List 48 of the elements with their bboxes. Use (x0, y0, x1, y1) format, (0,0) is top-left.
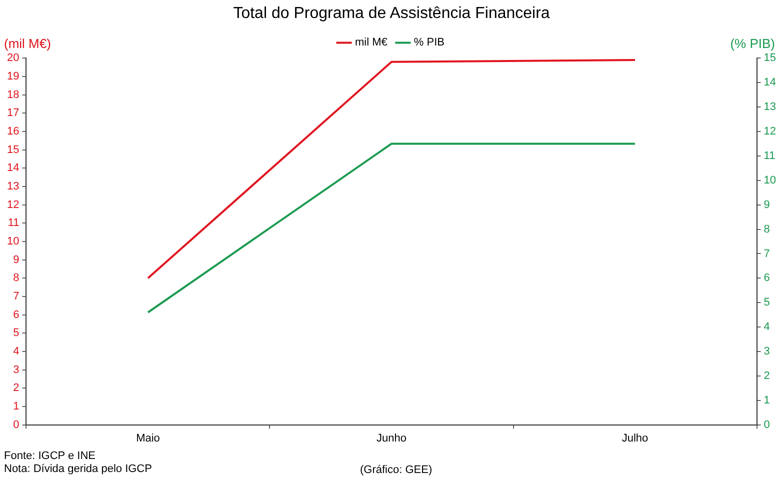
y2-tick-label: 2 (764, 370, 770, 382)
y-tick-label: 6 (13, 308, 20, 321)
y2-tick-label: 6 (764, 272, 770, 284)
text: (Gráfico: GEE) (360, 464, 432, 476)
y2-tick-label: 7 (764, 248, 770, 260)
y-tick-label: 2 (13, 382, 20, 394)
y-tick-label: 16 (6, 126, 20, 138)
y-tick-label: 0 (13, 418, 20, 431)
y-tick-label: 18 (6, 88, 20, 101)
y2-tick-label: 13 (764, 101, 776, 114)
text: Nota: Dívida gerida pelo IGCP (4, 463, 152, 475)
legend-label: mil M€ (355, 36, 388, 49)
y2-tick-label: 12 (764, 126, 776, 138)
legend-label: % PIB (414, 36, 444, 49)
y2-tick-label: 4 (764, 321, 770, 334)
y2-tick-label: 14 (764, 76, 776, 89)
y-tick-label: 8 (13, 272, 20, 284)
y2-tick-label: 9 (764, 198, 770, 211)
x-tick-label: Julho (622, 432, 648, 444)
y-tick-label: 3 (13, 364, 20, 376)
y-tick-label: 5 (13, 327, 20, 340)
y2-tick-label: 0 (764, 418, 770, 431)
x-tick-label: Junho (376, 432, 406, 444)
y2-axis-title: (% PIB) (730, 36, 775, 51)
y2-tick-label: 3 (764, 346, 770, 358)
source-note: Fonte: IGCP e INE (4, 450, 96, 462)
y-tick-label: 1 (13, 400, 20, 412)
y-tick-label: 4 (13, 346, 20, 358)
y2-tick-label: 15 (764, 52, 776, 64)
y2-tick-label: 8 (764, 223, 770, 236)
y2-tick-label: 1 (764, 394, 770, 406)
y-tick-label: 19 (6, 70, 20, 83)
y-axis-title: (mil M€) (4, 36, 51, 51)
y-tick-label: 17 (6, 107, 20, 120)
y2-tick-label: 11 (764, 150, 776, 162)
y-tick-label: 11 (8, 217, 20, 230)
y-tick-label: 10 (6, 236, 20, 248)
y-tick-label: 7 (13, 290, 20, 303)
y2-tick-label: 10 (764, 174, 776, 186)
y-tick-label: 15 (6, 144, 20, 156)
y-tick-label: 14 (6, 162, 20, 174)
y-tick-label: 12 (6, 198, 20, 211)
y-tick-label: 13 (6, 180, 20, 193)
chart-title: Total do Programa de Assistência Financeira (233, 5, 550, 22)
y2-tick-label: 5 (764, 296, 770, 309)
x-tick-label: Maio (136, 432, 160, 444)
y-tick-label: 20 (6, 52, 20, 64)
y-tick-label: 9 (13, 254, 20, 266)
